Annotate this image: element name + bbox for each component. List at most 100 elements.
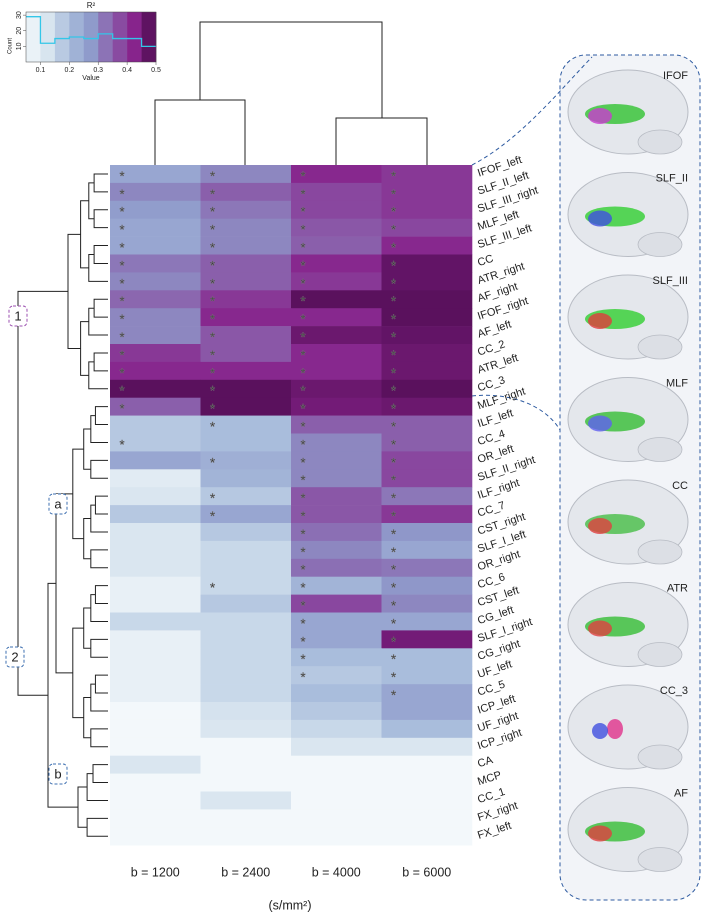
heatmap-cell bbox=[110, 182, 201, 202]
heatmap-cell bbox=[381, 648, 473, 667]
significance-marker: * bbox=[391, 383, 396, 398]
heatmap-cell bbox=[200, 379, 292, 398]
significance-marker: * bbox=[300, 168, 305, 183]
significance-marker: * bbox=[391, 508, 396, 523]
heatmap-cell bbox=[200, 290, 292, 309]
dendrogram-branch bbox=[80, 321, 89, 376]
tract-blob bbox=[588, 108, 612, 124]
heatmap-cell bbox=[381, 666, 473, 685]
heatmap-cell bbox=[200, 505, 292, 524]
heatmap-cell bbox=[381, 827, 473, 846]
heatmap-cell bbox=[381, 290, 473, 309]
significance-marker: * bbox=[119, 437, 124, 452]
heatmap-cell bbox=[200, 272, 292, 291]
heatmap-cell bbox=[200, 218, 292, 237]
significance-marker: * bbox=[391, 240, 396, 255]
cluster-label: b bbox=[54, 766, 61, 781]
row-label: CA bbox=[476, 754, 495, 770]
heatmap-cell bbox=[110, 702, 201, 721]
tract-blob bbox=[588, 313, 612, 329]
significance-marker: * bbox=[391, 526, 396, 541]
significance-marker: * bbox=[391, 634, 396, 649]
column-label: b = 1200 bbox=[131, 865, 180, 879]
heatmap-cell bbox=[110, 684, 201, 703]
significance-marker: * bbox=[210, 329, 215, 344]
significance-marker: * bbox=[391, 616, 396, 631]
significance-marker: * bbox=[391, 401, 396, 416]
heatmap-cell bbox=[291, 719, 382, 739]
significance-marker: * bbox=[210, 186, 215, 201]
significance-marker: * bbox=[391, 491, 396, 506]
significance-marker: * bbox=[300, 419, 305, 434]
cluster-label: a bbox=[54, 496, 62, 511]
heatmap-cell bbox=[291, 791, 382, 810]
heatmap-cell bbox=[110, 165, 201, 184]
heatmap-cell bbox=[200, 361, 292, 381]
tract-blob bbox=[588, 210, 612, 227]
dendrogram-branch bbox=[90, 415, 108, 443]
tract-panel bbox=[559, 54, 701, 901]
significance-marker: * bbox=[119, 383, 124, 398]
tract-blob bbox=[607, 719, 623, 739]
significance-marker: * bbox=[300, 526, 305, 541]
significance-marker: * bbox=[300, 670, 305, 685]
significance-marker: * bbox=[119, 401, 124, 416]
significance-marker: * bbox=[391, 294, 396, 309]
cluster-box bbox=[48, 763, 68, 785]
significance-marker: * bbox=[300, 276, 305, 291]
significance-marker: * bbox=[119, 204, 124, 219]
heatmap-cell bbox=[381, 469, 473, 488]
heatmap-cell bbox=[381, 576, 473, 595]
heatmap-cell bbox=[381, 773, 473, 792]
heatmap-cell bbox=[200, 576, 292, 595]
tract-blob bbox=[588, 415, 612, 432]
heatmap-cell bbox=[381, 702, 473, 721]
dendrogram-branch bbox=[88, 361, 108, 390]
tract-label: MLF bbox=[666, 377, 688, 389]
colorbar-block bbox=[141, 12, 157, 62]
dendrogram-branch bbox=[67, 233, 81, 349]
dendrogram-branch bbox=[86, 773, 108, 801]
dendrogram-branch bbox=[55, 493, 73, 674]
row-label: CC_3 bbox=[476, 374, 506, 394]
tract-blob bbox=[588, 620, 612, 637]
significance-marker: * bbox=[391, 670, 396, 685]
significance-marker: * bbox=[119, 168, 124, 183]
heatmap-cell bbox=[291, 379, 382, 398]
heatmap-cell bbox=[291, 487, 382, 506]
significance-marker: * bbox=[391, 258, 396, 273]
heatmap-cell bbox=[200, 648, 292, 667]
brain-cerebellum bbox=[637, 334, 683, 360]
brain-cerebellum bbox=[637, 129, 683, 155]
heatmap-cell bbox=[291, 594, 382, 613]
dendrogram-branch bbox=[94, 495, 108, 515]
cluster-box bbox=[48, 493, 68, 515]
significance-marker: * bbox=[391, 580, 396, 595]
significance-marker: * bbox=[300, 294, 305, 309]
row-label: MCP bbox=[476, 769, 503, 788]
heatmap-cell bbox=[200, 165, 292, 184]
heatmap-cell bbox=[200, 791, 292, 810]
dendrogram-branch bbox=[83, 518, 91, 560]
heatmap-cell bbox=[200, 200, 292, 219]
dendrogram-branch bbox=[154, 21, 428, 165]
colorbar-block bbox=[112, 12, 128, 62]
heatmap-cell bbox=[291, 809, 382, 828]
heatmap-cell bbox=[381, 254, 473, 273]
heatmap-cell bbox=[291, 433, 382, 452]
dendrogram-branch bbox=[77, 786, 88, 828]
significance-marker: * bbox=[391, 365, 396, 380]
dendrogram-branch bbox=[17, 290, 68, 696]
heatmap-cell bbox=[291, 648, 382, 667]
heatmap-cell bbox=[200, 415, 292, 434]
row-label: CC_1 bbox=[476, 786, 506, 806]
significance-marker: * bbox=[391, 222, 396, 237]
significance-marker: * bbox=[391, 312, 396, 327]
significance-marker: * bbox=[119, 329, 124, 344]
heatmap-cell bbox=[291, 451, 382, 470]
heatmap-cell bbox=[291, 755, 382, 774]
heatmap-cell bbox=[110, 827, 201, 846]
significance-marker: * bbox=[210, 222, 215, 237]
heatmap-cell bbox=[200, 773, 292, 792]
heatmap-cell bbox=[110, 218, 201, 237]
